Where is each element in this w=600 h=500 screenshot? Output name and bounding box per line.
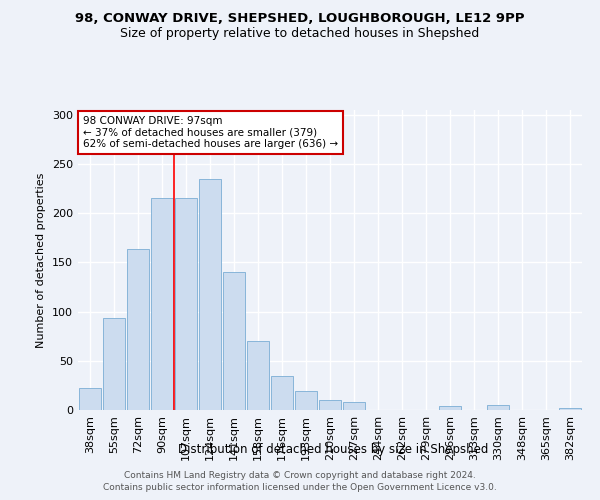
Bar xyxy=(175,198,197,410)
Bar xyxy=(127,248,149,410)
Bar xyxy=(487,405,509,410)
Text: Contains public sector information licensed under the Open Government Licence v3: Contains public sector information licen… xyxy=(103,484,497,492)
Bar xyxy=(79,388,101,410)
Bar xyxy=(343,402,365,410)
Bar xyxy=(295,392,317,410)
Bar xyxy=(439,406,461,410)
Bar xyxy=(223,272,245,410)
Y-axis label: Number of detached properties: Number of detached properties xyxy=(37,172,46,348)
Bar xyxy=(199,179,221,410)
Bar xyxy=(247,341,269,410)
Bar xyxy=(271,376,293,410)
Bar xyxy=(559,408,581,410)
Bar xyxy=(103,318,125,410)
Text: 98 CONWAY DRIVE: 97sqm
← 37% of detached houses are smaller (379)
62% of semi-de: 98 CONWAY DRIVE: 97sqm ← 37% of detached… xyxy=(83,116,338,149)
Text: Distribution of detached houses by size in Shepshed: Distribution of detached houses by size … xyxy=(178,442,488,456)
Text: Contains HM Land Registry data © Crown copyright and database right 2024.: Contains HM Land Registry data © Crown c… xyxy=(124,471,476,480)
Text: Size of property relative to detached houses in Shepshed: Size of property relative to detached ho… xyxy=(121,28,479,40)
Bar xyxy=(151,198,173,410)
Text: 98, CONWAY DRIVE, SHEPSHED, LOUGHBOROUGH, LE12 9PP: 98, CONWAY DRIVE, SHEPSHED, LOUGHBOROUGH… xyxy=(75,12,525,26)
Bar xyxy=(319,400,341,410)
